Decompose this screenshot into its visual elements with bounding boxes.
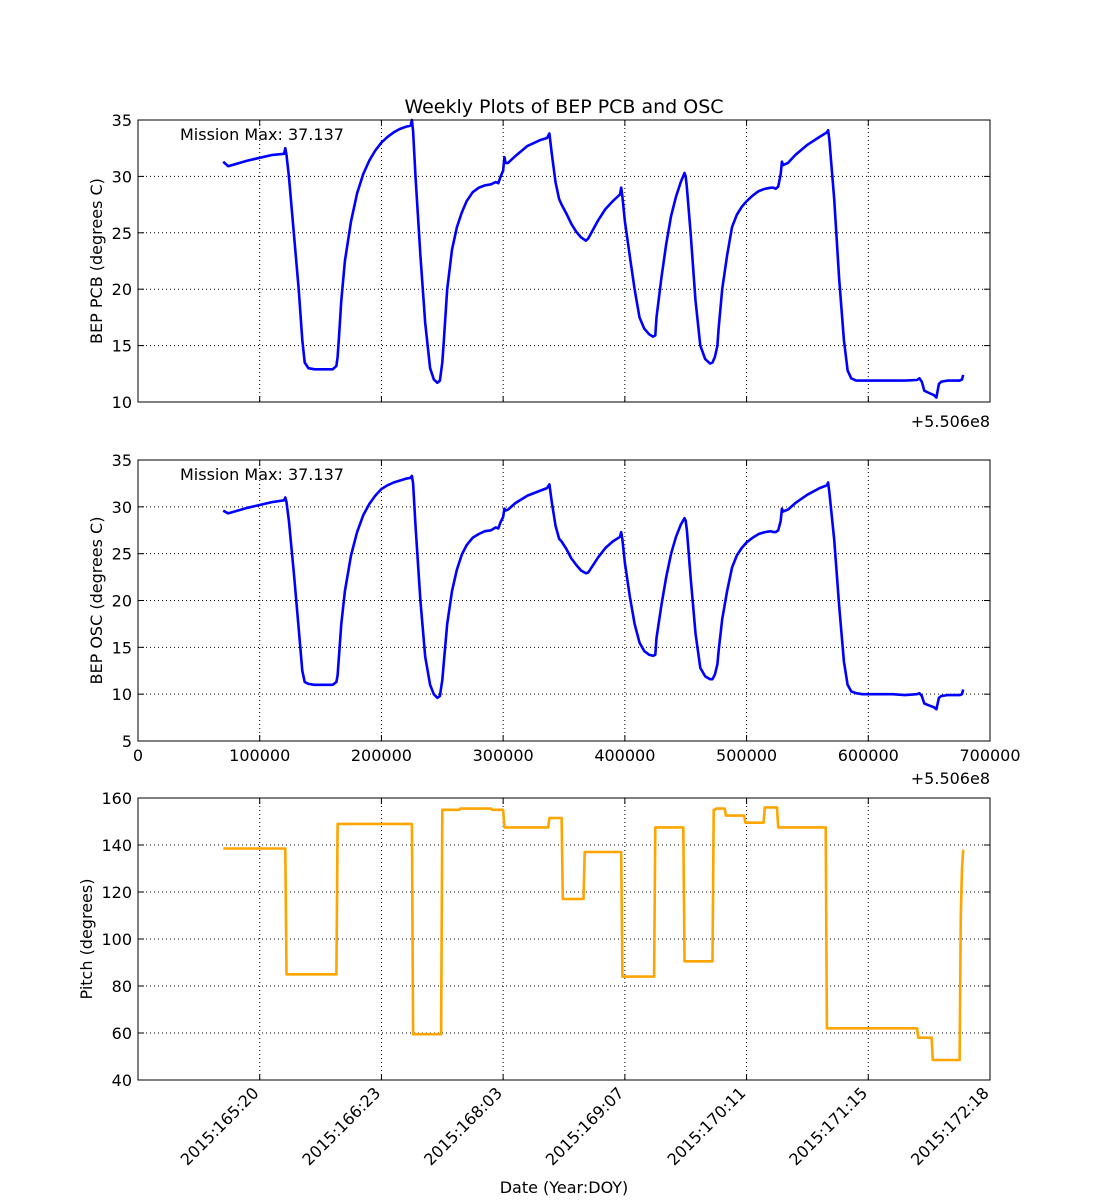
y-tick-label: 40 xyxy=(112,1071,132,1090)
y-tick-label: 30 xyxy=(112,167,132,186)
y-tick-label: 20 xyxy=(112,592,132,611)
y-tick-label: 140 xyxy=(101,836,132,855)
x-tick-label: 2015:171:15 xyxy=(785,1083,871,1169)
pcb-y-axis-label: BEP PCB (degrees C) xyxy=(87,178,106,344)
pcb-offset-label: +5.506e8 xyxy=(911,412,990,431)
pitch-y-axis-label: Pitch (degrees) xyxy=(77,879,96,1000)
pitch-series-line xyxy=(223,806,965,1062)
pcb-plot-frame xyxy=(137,119,991,403)
osc-series-line xyxy=(222,474,965,711)
x-tick-label: 700000 xyxy=(959,746,1020,765)
x-tick-label: 2015:169:07 xyxy=(542,1083,628,1169)
y-tick-label: 160 xyxy=(101,789,132,808)
x-tick-label: 600000 xyxy=(838,746,899,765)
x-tick-label: 2015:168:03 xyxy=(420,1083,506,1169)
y-tick-label: 35 xyxy=(112,111,132,130)
osc-panel: 0 100000 200000 300000 400000 500000 600000 700… xyxy=(87,451,1021,788)
y-tick-label: 25 xyxy=(112,545,132,564)
osc-offset-label: +5.506e8 xyxy=(911,769,990,788)
y-tick-label: 30 xyxy=(112,498,132,517)
x-tick-label: 500000 xyxy=(716,746,777,765)
osc-mission-max-annotation: Mission Max: 37.137 xyxy=(180,465,344,484)
y-tick-label: 100 xyxy=(101,930,132,949)
y-tick-label: 10 xyxy=(112,393,132,412)
x-tick-label: 2015:170:11 xyxy=(664,1083,750,1169)
y-tick-label: 80 xyxy=(112,977,132,996)
y-tick-label: 35 xyxy=(112,451,132,470)
x-tick-label: 400000 xyxy=(594,746,655,765)
x-tick-label: 2015:172:18 xyxy=(907,1083,993,1169)
y-tick-label: 15 xyxy=(112,337,132,356)
x-tick-label: 2015:165:20 xyxy=(177,1083,263,1169)
pcb-panel: 10 15 20 25 30 35 BEP PCB (degrees C) Mission M… xyxy=(87,111,991,431)
y-tick-label: 25 xyxy=(112,224,132,243)
x-tick-label: 300000 xyxy=(473,746,534,765)
x-axis-label: Date (Year:DOY) xyxy=(500,1178,629,1197)
pcb-series-line xyxy=(222,118,965,399)
pitch-panel: 2015:165:20 2015:166:23 2015:168:03 2015:16… xyxy=(77,789,993,1197)
y-tick-label: 10 xyxy=(112,685,132,704)
y-tick-label: 20 xyxy=(112,280,132,299)
pcb-mission-max-annotation: Mission Max: 37.137 xyxy=(180,125,344,144)
y-tick-label: 120 xyxy=(101,883,132,902)
x-tick-label: 200000 xyxy=(351,746,412,765)
y-tick-label: 5 xyxy=(122,732,132,751)
y-tick-label: 15 xyxy=(112,638,132,657)
x-tick-label: 2015:166:23 xyxy=(298,1083,384,1169)
osc-y-axis-label: BEP OSC (degrees C) xyxy=(87,517,106,685)
y-tick-label: 60 xyxy=(112,1024,132,1043)
x-tick-label: 0 xyxy=(133,746,143,765)
x-tick-label: 100000 xyxy=(229,746,290,765)
figure-title: Weekly Plots of BEP PCB and OSC xyxy=(404,96,723,118)
